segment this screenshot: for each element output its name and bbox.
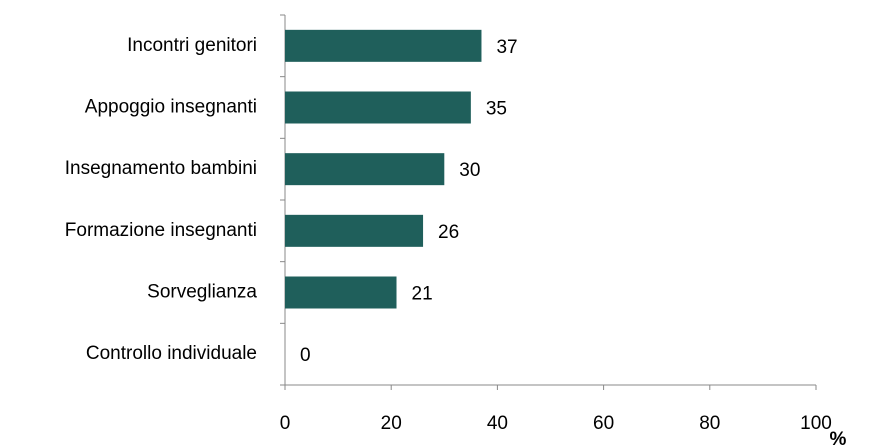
data-label: 0 — [300, 345, 311, 366]
x-tick-label: 0 — [280, 413, 291, 434]
x-tick-label: 40 — [487, 413, 508, 434]
bar — [285, 91, 471, 124]
bar — [285, 29, 482, 62]
x-tick-label: 60 — [593, 413, 614, 434]
data-label: 37 — [496, 37, 517, 58]
x-tick-label: 100 — [800, 413, 832, 434]
y-tick-label: Sorveglianza — [147, 282, 257, 303]
y-tick-label: Formazione insegnanti — [65, 220, 257, 241]
y-tick-label: Incontri genitori — [127, 35, 257, 56]
data-label: 35 — [486, 99, 507, 120]
data-label: 26 — [438, 222, 459, 243]
y-tick-label: Controllo individuale — [86, 343, 257, 364]
x-axis-label: % — [830, 429, 847, 448]
data-label: 21 — [412, 284, 433, 305]
x-tick-label: 80 — [699, 413, 720, 434]
y-tick-label: Insegnamento bambini — [65, 158, 257, 179]
bar — [285, 153, 445, 186]
bar — [285, 214, 424, 247]
y-tick-label: Appoggio insegnanti — [85, 97, 257, 118]
bar — [285, 276, 397, 309]
data-label: 30 — [459, 160, 480, 181]
x-tick-label: 20 — [381, 413, 402, 434]
